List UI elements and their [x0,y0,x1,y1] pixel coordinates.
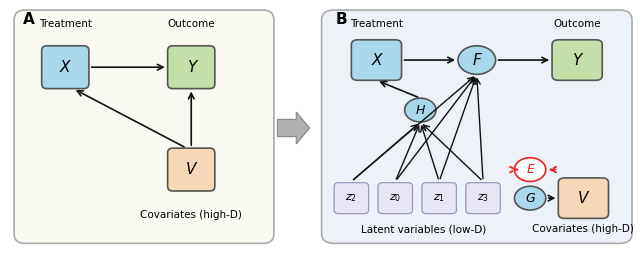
Circle shape [515,158,546,182]
FancyBboxPatch shape [334,183,369,214]
FancyBboxPatch shape [168,46,215,89]
Text: $z_3$: $z_3$ [477,192,489,204]
Text: Y: Y [186,60,196,75]
Text: F: F [472,52,481,68]
FancyBboxPatch shape [351,40,401,80]
FancyBboxPatch shape [330,179,518,217]
Text: Covariates (high-D): Covariates (high-D) [532,224,634,234]
Circle shape [458,46,495,74]
Text: V: V [578,191,589,206]
Text: G: G [525,192,535,205]
Text: Covariates (high-D): Covariates (high-D) [140,210,242,220]
Text: E: E [526,163,534,176]
Text: X: X [60,60,70,75]
FancyBboxPatch shape [422,183,456,214]
Text: Latent variables (low-D): Latent variables (low-D) [361,224,486,234]
Text: A: A [23,12,35,27]
FancyBboxPatch shape [168,148,215,191]
Text: Outcome: Outcome [554,19,601,29]
FancyBboxPatch shape [552,40,602,80]
FancyBboxPatch shape [378,183,413,214]
Circle shape [404,98,436,122]
Text: Treatment: Treatment [350,19,403,29]
FancyBboxPatch shape [14,10,274,243]
FancyBboxPatch shape [321,10,632,243]
Text: X: X [371,52,381,68]
Text: V: V [186,162,196,177]
Text: Y: Y [572,52,582,68]
FancyArrow shape [278,112,310,144]
Text: $z_0$: $z_0$ [389,192,401,204]
FancyBboxPatch shape [466,183,500,214]
FancyBboxPatch shape [558,178,609,218]
Circle shape [515,186,546,210]
Text: Outcome: Outcome [168,19,215,29]
Text: B: B [336,12,348,27]
Text: $z_1$: $z_1$ [433,192,445,204]
Text: $z_2$: $z_2$ [346,192,357,204]
Text: Treatment: Treatment [39,19,92,29]
FancyBboxPatch shape [42,46,89,89]
Text: H: H [415,104,425,116]
